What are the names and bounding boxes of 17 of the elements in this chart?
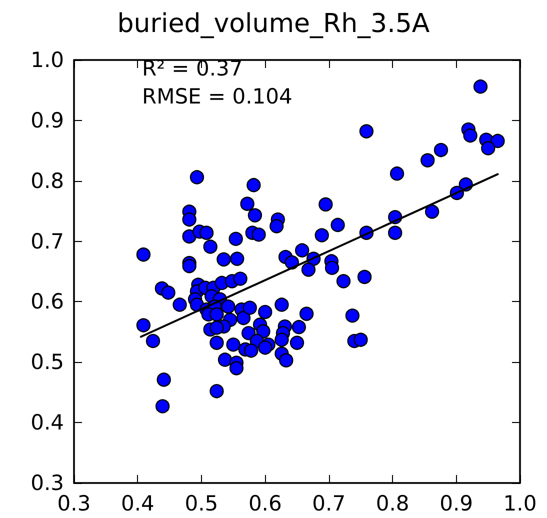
y-tick-label: 0.9 xyxy=(30,108,64,132)
x-tick-label: 0.5 xyxy=(184,492,218,516)
x-tick-label: 1.0 xyxy=(503,492,537,516)
y-tick-label: 1.0 xyxy=(30,48,64,72)
annotation: RMSE = 0.104 xyxy=(142,84,292,108)
x-tick-label: 0.6 xyxy=(248,492,282,516)
x-tick-label: 0.4 xyxy=(121,492,154,516)
x-tick-label: 0.7 xyxy=(312,492,346,516)
x-tick-label: 0.8 xyxy=(376,492,410,516)
y-tick-label: 0.5 xyxy=(30,350,64,374)
annotation: R² = 0.37 xyxy=(142,56,243,80)
y-tick-label: 0.7 xyxy=(30,229,64,254)
chart-title: buried_volume_Rh_3.5A xyxy=(117,9,430,39)
y-tick-label: 0.8 xyxy=(30,168,64,193)
y-tick-label: 0.4 xyxy=(30,410,64,435)
y-tick-label: 0.6 xyxy=(30,290,64,314)
x-tick-label: 0.9 xyxy=(440,492,473,516)
